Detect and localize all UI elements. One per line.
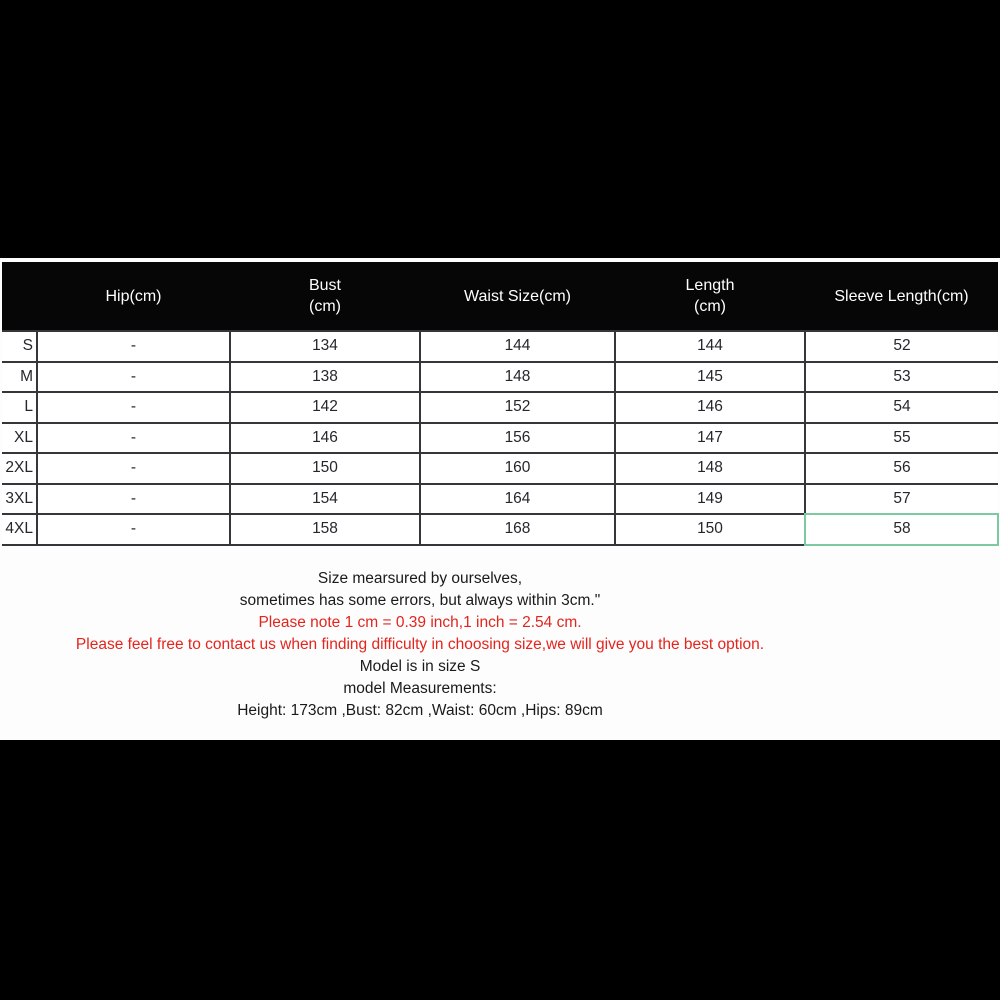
sleeve-value: 55 <box>804 421 998 454</box>
sleeve-value: 53 <box>804 360 998 393</box>
size-label: L <box>2 391 38 424</box>
hip-value: - <box>36 360 231 393</box>
hip-value: - <box>36 513 231 546</box>
size-chart-table: Hip(cm) Bust (cm) Waist Size(cm) Length … <box>2 262 1000 546</box>
column-header-size <box>2 262 37 331</box>
letterbox-top <box>0 0 1000 258</box>
length-value: 145 <box>614 360 806 393</box>
hip-value: - <box>36 452 231 485</box>
hip-value: - <box>36 330 231 363</box>
table-row-l: L - 142 152 146 54 <box>2 391 998 424</box>
size-chart-header: Hip(cm) Bust (cm) Waist Size(cm) Length … <box>2 262 998 331</box>
size-label: XL <box>2 421 38 454</box>
note-line-contact-us: Please feel free to contact us when find… <box>75 635 765 653</box>
table-row-xl: XL - 146 156 147 55 <box>2 421 998 454</box>
table-row-m: M - 138 148 145 53 <box>2 360 998 393</box>
length-value: 149 <box>614 482 806 515</box>
size-chart-panel: Hip(cm) Bust (cm) Waist Size(cm) Length … <box>0 258 1000 740</box>
note-line-measured-by: Size mearsured by ourselves, <box>317 569 523 587</box>
hip-value: - <box>36 482 231 515</box>
column-header-hip: Hip(cm) <box>37 262 230 331</box>
bust-value: 146 <box>229 421 421 454</box>
size-label: M <box>2 360 38 393</box>
table-row-s: S - 134 144 144 52 <box>2 330 998 363</box>
sleeve-value: 52 <box>804 330 998 363</box>
bust-value: 154 <box>229 482 421 515</box>
letterbox-bottom <box>0 740 1000 1000</box>
note-line-errors: sometimes has some errors, but always wi… <box>239 591 601 609</box>
note-line-cm-inch-conversion: Please note 1 cm = 0.39 inch,1 inch = 2.… <box>258 613 582 631</box>
table-row-4xl: 4XL - 158 168 150 58 <box>2 513 1000 546</box>
waist-value: 144 <box>419 330 616 363</box>
waist-value: 156 <box>419 421 616 454</box>
hip-value: - <box>36 421 231 454</box>
bust-value: 158 <box>229 513 421 546</box>
length-value: 146 <box>614 391 806 424</box>
table-row-2xl: 2XL - 150 160 148 56 <box>2 452 998 485</box>
sleeve-value: 57 <box>804 482 998 515</box>
waist-value: 152 <box>419 391 616 424</box>
size-chart-body: S - 134 144 144 52 M - 138 148 145 53 L <box>2 330 1000 546</box>
bust-value: 150 <box>229 452 421 485</box>
waist-value: 164 <box>419 482 616 515</box>
bust-value: 138 <box>229 360 421 393</box>
sleeve-value: 56 <box>804 452 998 485</box>
note-line-model-measurements-title: model Measurements: <box>343 679 497 697</box>
waist-value: 168 <box>419 513 616 546</box>
waist-value: 148 <box>419 360 616 393</box>
bust-value: 142 <box>229 391 421 424</box>
note-line-model-measurements-values: Height: 173cm ,Bust: 82cm ,Waist: 60cm ,… <box>237 701 603 719</box>
size-label: S <box>2 330 38 363</box>
length-value: 148 <box>614 452 806 485</box>
highlighted-cell-4xl-sleeve: 58 <box>804 513 1000 546</box>
sleeve-value: 54 <box>804 391 998 424</box>
size-notes: Size mearsured by ourselves, sometimes h… <box>0 568 1000 722</box>
column-header-sleeve-length: Sleeve Length(cm) <box>805 262 998 331</box>
hip-value: - <box>36 391 231 424</box>
table-row-3xl: 3XL - 154 164 149 57 <box>2 482 998 515</box>
size-label: 4XL <box>2 513 38 546</box>
column-header-bust: Bust (cm) <box>230 262 420 331</box>
column-header-waist: Waist Size(cm) <box>420 262 615 331</box>
bust-value: 134 <box>229 330 421 363</box>
size-label: 3XL <box>2 482 38 515</box>
header-row: Hip(cm) Bust (cm) Waist Size(cm) Length … <box>2 262 998 331</box>
length-value: 147 <box>614 421 806 454</box>
waist-value: 160 <box>419 452 616 485</box>
size-label: 2XL <box>2 452 38 485</box>
column-header-length: Length (cm) <box>615 262 805 331</box>
length-value: 150 <box>614 513 806 546</box>
note-line-model-size: Model is in size S <box>359 657 481 675</box>
length-value: 144 <box>614 330 806 363</box>
